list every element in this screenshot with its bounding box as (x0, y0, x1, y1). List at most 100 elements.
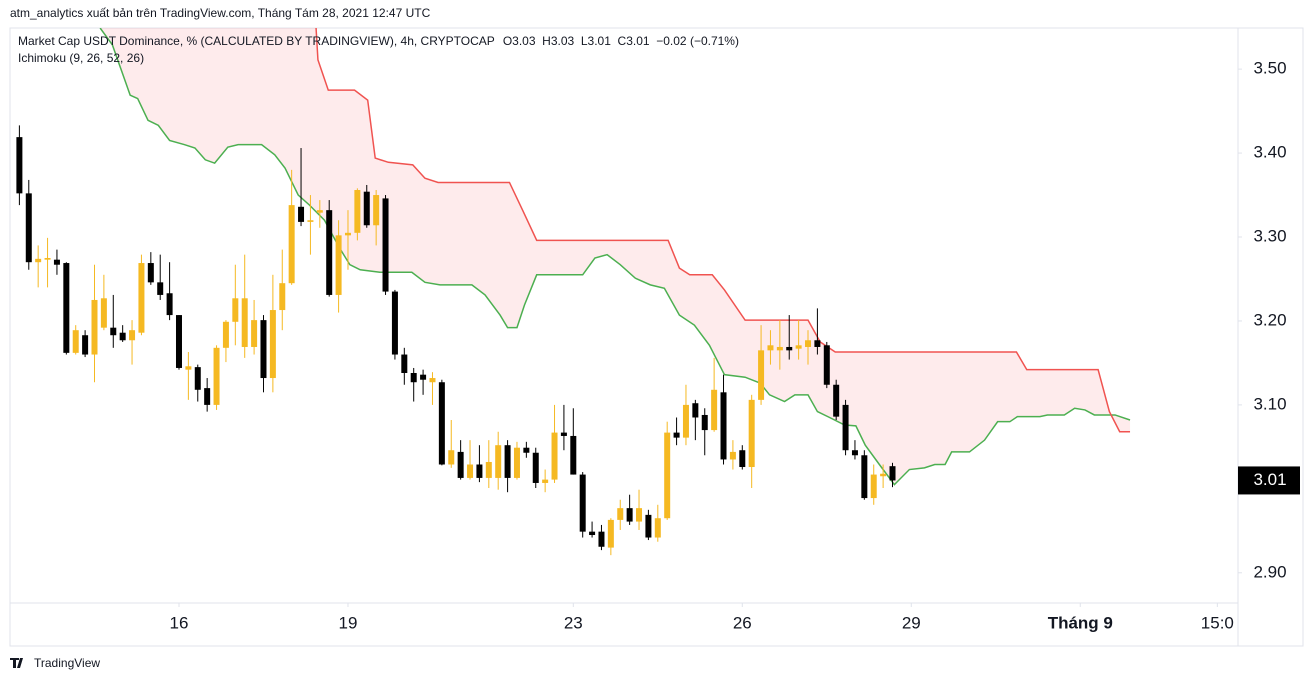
candle-body (692, 403, 699, 418)
candle-body (504, 445, 511, 478)
candle-body (814, 340, 821, 347)
candle-body (579, 474, 586, 532)
candle-body (72, 330, 79, 353)
candle-body (851, 450, 858, 456)
candle-body (598, 531, 605, 547)
ohlc: O3.03 H3.03 L3.01 C3.01 −0.02 (−0.71%) (503, 34, 739, 48)
candle-body (570, 435, 577, 475)
candle-body (636, 508, 643, 522)
tv-logo (10, 658, 23, 668)
candle-body (260, 320, 267, 379)
candle-body (241, 298, 248, 347)
candle-body (786, 346, 793, 351)
candle-body (467, 464, 474, 478)
last-price-label: 3.01 (1253, 470, 1286, 489)
candle-body (157, 282, 164, 295)
candle-body (654, 518, 661, 538)
candle-body (298, 206, 305, 222)
candle-body (91, 299, 98, 355)
plot (16, 28, 1131, 556)
x-tick-label: 26 (733, 613, 752, 632)
candle-body (626, 508, 633, 522)
candle-body (307, 220, 314, 222)
candle-body (401, 354, 408, 373)
candle-body (823, 345, 830, 385)
candle-body (523, 447, 530, 453)
candle-body (767, 345, 774, 351)
candle-body (251, 320, 258, 347)
ichimoku-span (315, 28, 1131, 433)
candle-body (204, 388, 211, 405)
candle-body (166, 293, 173, 316)
candle-body (739, 450, 746, 468)
candle-body (776, 346, 783, 351)
candle-body (391, 291, 398, 355)
candle-body (373, 195, 380, 226)
candle-body (25, 193, 32, 263)
x-tick-label: 16 (170, 613, 189, 632)
candle-body (222, 321, 229, 348)
x-tick-label: 15:0 (1201, 613, 1234, 632)
header: atm_analytics xuất bản trên TradingView.… (10, 6, 431, 20)
candle-body (382, 198, 389, 292)
candle-body (833, 384, 840, 417)
candle-body (448, 450, 455, 465)
candle-body (476, 464, 483, 478)
candle-body (354, 190, 361, 233)
candle-body (420, 374, 427, 380)
candle-body (363, 191, 370, 226)
y-tick-label: 3.10 (1253, 394, 1286, 413)
candle-body (560, 432, 567, 436)
candle-body (82, 335, 89, 355)
x-tick-label: 29 (902, 613, 921, 632)
candle-body (682, 404, 689, 438)
candle-body (16, 137, 23, 194)
y-tick-label: 3.50 (1253, 59, 1286, 78)
candle-body (805, 340, 812, 347)
candle-body (110, 327, 117, 336)
candle-body (532, 452, 539, 483)
candle-body (119, 332, 126, 341)
candle-body (63, 263, 70, 353)
candle-body (316, 210, 323, 213)
candle-body (279, 283, 286, 311)
last-price-box (1238, 466, 1300, 495)
candle-body (748, 399, 755, 468)
candle-body (335, 235, 342, 295)
frame (9, 27, 1304, 647)
x-tick-label: Tháng 9 (1048, 613, 1113, 632)
candle-body (513, 447, 520, 478)
ichimoku-span (99, 28, 1131, 486)
x-tick-label: 23 (564, 613, 583, 632)
candle-body (495, 445, 502, 478)
y-tick-label: 3.40 (1253, 143, 1286, 162)
candle-body (185, 366, 192, 370)
ichimoku-cloud (100, 28, 1131, 485)
candle-body (175, 315, 182, 368)
candle-body (551, 432, 558, 480)
candle-body (720, 392, 727, 460)
legend-title: Market Cap USDT Dominance, % (CALCULATED… (18, 34, 739, 48)
candle-body (457, 451, 464, 478)
candle-body (194, 367, 201, 390)
candle-body (429, 378, 436, 383)
candle-body (129, 330, 136, 341)
indicator: Ichimoku (9, 26, 52, 26) (18, 51, 144, 65)
candle-body (35, 258, 42, 263)
candle-body (880, 473, 887, 477)
symbol: Market Cap USDT Dominance, % (CALCULATED… (18, 34, 495, 48)
candle-body (410, 373, 417, 383)
y-tick-label: 3.20 (1253, 310, 1286, 329)
x-tick-label: 19 (339, 613, 358, 632)
candle-body (701, 414, 708, 431)
candle-body (664, 432, 671, 519)
candle-body (870, 474, 877, 499)
candle-body (861, 455, 868, 499)
footer: TradingView (34, 656, 100, 670)
y-tick-label: 2.90 (1253, 562, 1286, 581)
candle-body (673, 432, 680, 438)
candle-body (147, 263, 154, 283)
candle-body (100, 298, 107, 328)
candle-body (44, 258, 51, 260)
